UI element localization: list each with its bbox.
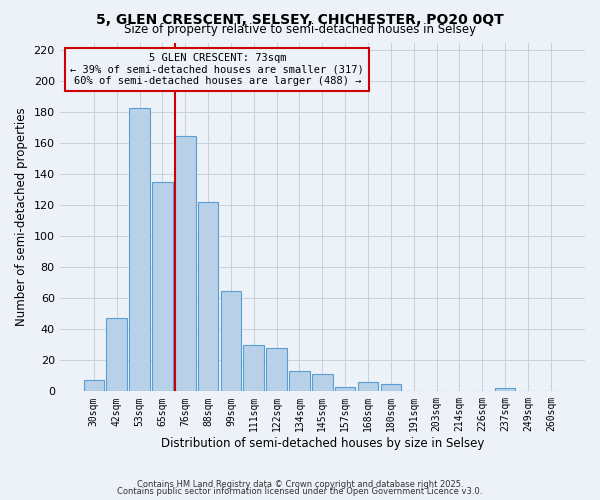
Text: 5 GLEN CRESCENT: 73sqm
← 39% of semi-detached houses are smaller (317)
60% of se: 5 GLEN CRESCENT: 73sqm ← 39% of semi-det… — [70, 53, 364, 86]
Bar — [106, 318, 127, 392]
Bar — [358, 382, 379, 392]
Text: Contains public sector information licensed under the Open Government Licence v3: Contains public sector information licen… — [118, 487, 482, 496]
Y-axis label: Number of semi-detached properties: Number of semi-detached properties — [15, 108, 28, 326]
X-axis label: Distribution of semi-detached houses by size in Selsey: Distribution of semi-detached houses by … — [161, 437, 484, 450]
Bar — [335, 386, 355, 392]
Text: Size of property relative to semi-detached houses in Selsey: Size of property relative to semi-detach… — [124, 22, 476, 36]
Bar — [221, 290, 241, 392]
Bar — [244, 345, 264, 392]
Bar — [83, 380, 104, 392]
Text: Contains HM Land Registry data © Crown copyright and database right 2025.: Contains HM Land Registry data © Crown c… — [137, 480, 463, 489]
Bar — [152, 182, 173, 392]
Bar — [312, 374, 332, 392]
Bar — [495, 388, 515, 392]
Bar — [266, 348, 287, 392]
Bar — [289, 371, 310, 392]
Bar — [175, 136, 196, 392]
Bar — [198, 202, 218, 392]
Bar — [380, 384, 401, 392]
Bar — [129, 108, 150, 392]
Text: 5, GLEN CRESCENT, SELSEY, CHICHESTER, PO20 0QT: 5, GLEN CRESCENT, SELSEY, CHICHESTER, PO… — [96, 12, 504, 26]
